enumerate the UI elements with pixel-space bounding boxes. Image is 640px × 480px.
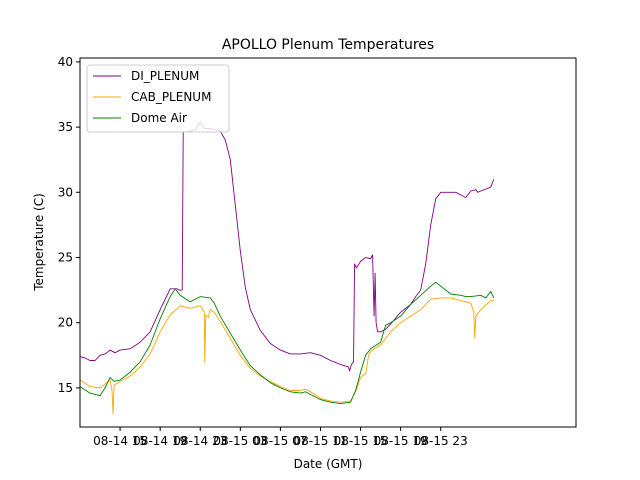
x-tick-label: 08-15 07 [253, 434, 307, 448]
legend-box [86, 64, 230, 133]
x-tick-label: 08-15 03 [213, 434, 267, 448]
series-line-dome-air [79, 281, 495, 404]
y-tick-label: 35 [58, 120, 73, 134]
y-tick-label: 15 [58, 381, 73, 395]
legend-label: DI_PLENUM [131, 69, 199, 83]
x-tick-label: 08-15 23 [414, 434, 468, 448]
x-tick-label: 08-15 19 [374, 434, 428, 448]
legend-label: Dome Air [131, 111, 187, 125]
chart-title: APOLLO Plenum Temperatures [222, 37, 434, 53]
legend-label: CAB_PLENUM [131, 90, 211, 104]
y-tick-label: 25 [58, 250, 73, 264]
series-line-cab-plenum [79, 297, 494, 415]
x-tick-label: 08-14 19 [133, 434, 187, 448]
x-tick-label: 08-15 15 [334, 434, 388, 448]
y-axis-label: Temperature (C) [32, 193, 46, 292]
y-tick-label: 40 [58, 55, 73, 69]
y-axis-ticks: 15 20 25 30 35 40 [58, 55, 80, 395]
legend: DI_PLENUM CAB_PLENUM Dome Air [86, 64, 230, 133]
x-tick-label: 08-14 15 [93, 434, 147, 448]
series-line-di-plenum [79, 121, 495, 372]
y-tick-label: 30 [58, 185, 73, 199]
x-tick-label: 08-15 11 [294, 434, 348, 448]
x-tick-label: 08-14 23 [173, 434, 227, 448]
x-axis-label: Date (GMT) [294, 457, 363, 471]
plot-frame [79, 57, 577, 428]
y-tick-label: 20 [58, 316, 73, 330]
series-lines [79, 121, 495, 415]
